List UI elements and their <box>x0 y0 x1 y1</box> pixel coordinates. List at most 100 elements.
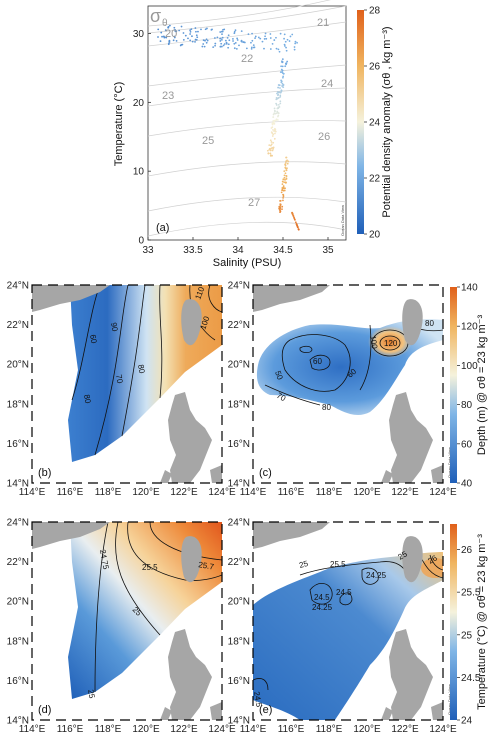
ts-point <box>274 132 276 135</box>
ts-point <box>280 191 283 194</box>
panel-c-hotspot <box>368 326 412 358</box>
ts-point <box>221 33 223 35</box>
ts-point <box>269 152 272 155</box>
ts-point <box>251 32 253 35</box>
lon-tick-label: 114°E <box>240 724 267 735</box>
ts-point <box>172 39 175 42</box>
ts-point <box>271 149 274 152</box>
panel-e-contour <box>339 592 353 606</box>
odv-watermark: Ocean Data View <box>447 684 452 715</box>
ts-point <box>285 178 288 180</box>
ts-point <box>233 47 236 50</box>
ts-point <box>233 30 236 33</box>
ts-point <box>279 94 282 97</box>
lat-tick-label: 14°N <box>228 716 250 727</box>
ts-point <box>265 37 268 40</box>
ts-point <box>272 129 274 131</box>
ts-x-tick-label: 35 <box>322 245 334 256</box>
contour-label: 110 <box>193 285 206 301</box>
ts-point <box>232 38 234 40</box>
ts-point <box>175 39 178 42</box>
ts-point <box>220 45 223 48</box>
isopycnal-label-22: 22 <box>241 53 253 65</box>
land-island <box>431 702 443 720</box>
ts-point <box>168 24 171 27</box>
contour-label: 60 <box>313 357 322 366</box>
lat-tick-label: 22°N <box>228 320 250 331</box>
ts-point <box>204 39 206 42</box>
ts-point <box>278 207 281 210</box>
panel-e-contour <box>309 583 333 605</box>
isopycnal-label-27: 27 <box>248 197 260 209</box>
ts-point <box>273 119 276 122</box>
ts-point <box>271 146 274 149</box>
ts-point <box>266 149 269 152</box>
ts-point <box>214 42 217 45</box>
ts-point <box>163 36 166 39</box>
contour-label: 24.75 <box>98 549 110 571</box>
ts-point <box>189 39 192 42</box>
panel-c-border <box>252 284 444 484</box>
ts-point <box>284 178 286 181</box>
ts-point <box>220 42 223 45</box>
ts-point <box>261 40 264 43</box>
lon-tick-label: 124°E <box>208 487 236 498</box>
ts-point <box>282 86 285 88</box>
ts-point <box>270 131 273 134</box>
ts-point <box>279 71 282 74</box>
panel-c-contour <box>264 384 321 406</box>
ts-point <box>205 38 208 41</box>
ts-point <box>197 30 199 33</box>
ts-point <box>284 65 287 68</box>
odv-watermark: Ocean Data View <box>340 205 345 236</box>
contour-label: 100 <box>198 315 211 331</box>
ts-point <box>291 212 294 215</box>
contour-label: 80 <box>322 403 331 412</box>
ts-point <box>273 129 276 131</box>
panel-letter-c: (c) <box>259 467 272 479</box>
ts-point <box>178 29 181 32</box>
ts-point <box>278 91 281 94</box>
ts-point <box>191 40 194 43</box>
ts-point <box>269 149 272 152</box>
ts-point <box>281 71 283 73</box>
lon-tick-label: 116°E <box>278 487 305 498</box>
colorbar-tick-label: 80 <box>461 400 473 411</box>
ts-point <box>210 28 213 31</box>
panel-letter-e: (e) <box>259 704 272 716</box>
ts-point <box>270 141 273 143</box>
ts-point <box>236 37 239 40</box>
ts-point <box>221 36 224 39</box>
ts-point <box>269 33 272 35</box>
colorbar-tick-label: 24.5 <box>461 673 481 684</box>
ts-point <box>282 72 285 75</box>
ts-point <box>161 35 163 38</box>
ts-point <box>297 228 300 230</box>
panel-e-field <box>253 552 443 720</box>
panel-c-contour <box>379 335 401 351</box>
map-axis-ticks: 114°E 116°E 118°E 120°E 122°E 124°E 24°N 22°N 20… <box>7 281 457 735</box>
isopycnal-label-20: 20 <box>165 28 177 40</box>
colorbar-tick-label: 100 <box>461 361 478 372</box>
ts-point <box>293 218 296 221</box>
ts-point <box>293 48 296 51</box>
colorbar-tick-label: 26 <box>461 545 473 556</box>
colorbar-tick-label: 24 <box>461 716 473 727</box>
ts-point <box>284 164 287 167</box>
land-island <box>210 465 222 483</box>
ts-point <box>277 115 279 118</box>
temp-colorbar <box>450 524 457 720</box>
ts-point <box>294 221 297 224</box>
panel-b-contour <box>159 285 163 399</box>
ts-point <box>284 172 287 175</box>
ts-point <box>284 167 287 170</box>
depth-colorbar-label: Depth (m) @ σθ = 23 kg m⁻³ <box>476 315 488 456</box>
ts-point <box>159 40 162 43</box>
isopycnal-line <box>147 0 331 27</box>
lon-tick-label: 118°E <box>95 487 122 498</box>
ts-point <box>226 37 229 39</box>
ts-point <box>282 195 285 198</box>
contour-label: 80 <box>425 319 434 328</box>
ts-point <box>276 92 278 95</box>
ts-point <box>272 133 275 136</box>
